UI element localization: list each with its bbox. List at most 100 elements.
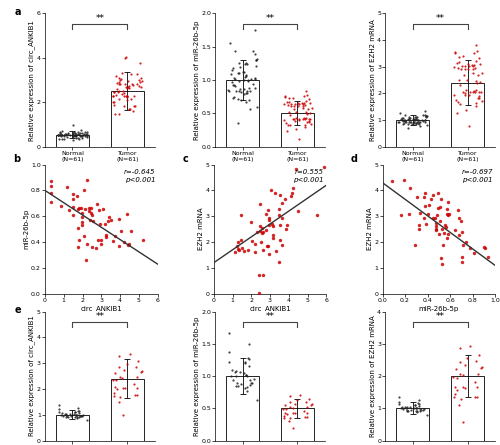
- Point: [474, 370, 482, 377]
- Point: [434, 190, 442, 197]
- Point: [126, 83, 134, 90]
- Point: [112, 92, 120, 99]
- Point: [116, 81, 124, 88]
- Point: [292, 165, 300, 172]
- Point: [54, 131, 62, 138]
- Point: [86, 204, 94, 211]
- Point: [122, 83, 130, 90]
- Point: [472, 103, 480, 110]
- Point: [301, 101, 309, 109]
- Point: [399, 117, 407, 125]
- Point: [115, 110, 123, 117]
- Point: [412, 121, 420, 128]
- Point: [244, 89, 252, 97]
- Point: [110, 392, 118, 399]
- Point: [240, 370, 248, 377]
- Point: [304, 115, 312, 122]
- Point: [130, 93, 138, 100]
- Point: [285, 108, 293, 115]
- Point: [412, 113, 420, 121]
- Point: [400, 117, 408, 125]
- Point: [256, 227, 264, 234]
- Point: [244, 372, 252, 379]
- Point: [293, 397, 301, 404]
- Point: [302, 97, 310, 105]
- Point: [459, 53, 467, 60]
- Point: [62, 410, 70, 417]
- Point: [283, 222, 291, 229]
- Point: [116, 353, 124, 360]
- Point: [81, 132, 89, 139]
- Point: [114, 242, 122, 249]
- Point: [234, 383, 241, 390]
- Point: [78, 210, 86, 217]
- Point: [242, 372, 250, 379]
- Point: [134, 71, 141, 78]
- Point: [442, 234, 450, 241]
- Point: [449, 374, 457, 381]
- Point: [69, 191, 77, 198]
- Point: [70, 136, 78, 143]
- Point: [484, 254, 492, 261]
- Point: [118, 384, 126, 391]
- Point: [69, 133, 77, 140]
- Point: [459, 242, 467, 249]
- Point: [294, 99, 302, 106]
- Point: [60, 410, 68, 417]
- Point: [234, 96, 241, 103]
- Point: [262, 210, 270, 217]
- Point: [252, 57, 260, 64]
- Point: [121, 384, 129, 392]
- Point: [288, 185, 296, 192]
- Point: [68, 133, 76, 140]
- Point: [70, 131, 78, 138]
- Point: [422, 113, 430, 120]
- Text: c: c: [182, 154, 188, 164]
- Point: [420, 193, 428, 200]
- Point: [228, 94, 236, 101]
- Point: [415, 402, 423, 409]
- Point: [97, 237, 105, 244]
- Point: [464, 62, 472, 69]
- Point: [282, 120, 290, 127]
- Point: [456, 100, 464, 107]
- Point: [240, 61, 248, 68]
- Point: [432, 220, 440, 227]
- Point: [76, 413, 84, 420]
- Point: [429, 215, 437, 222]
- Point: [456, 81, 464, 89]
- Point: [278, 241, 285, 248]
- Point: [254, 290, 262, 297]
- Point: [450, 91, 458, 98]
- Point: [454, 214, 462, 222]
- Point: [76, 413, 84, 420]
- Point: [442, 223, 450, 230]
- Point: [238, 96, 246, 103]
- Point: [412, 116, 420, 123]
- Bar: [396, 409, 429, 441]
- Point: [85, 204, 93, 211]
- Point: [72, 130, 80, 138]
- Point: [137, 83, 145, 90]
- Point: [437, 196, 445, 203]
- Point: [411, 241, 419, 248]
- Point: [74, 237, 82, 244]
- Point: [119, 412, 127, 419]
- Point: [123, 93, 131, 100]
- Point: [54, 135, 62, 142]
- Point: [134, 358, 142, 365]
- Point: [438, 226, 446, 233]
- Point: [402, 403, 410, 410]
- Point: [294, 100, 302, 107]
- Point: [126, 351, 134, 358]
- Point: [232, 382, 240, 389]
- Point: [465, 123, 473, 130]
- Point: [82, 417, 90, 424]
- Point: [234, 69, 242, 77]
- Point: [473, 48, 481, 55]
- Point: [412, 408, 420, 415]
- Point: [415, 121, 423, 128]
- Point: [406, 118, 414, 125]
- Point: [46, 182, 54, 190]
- Point: [443, 205, 451, 212]
